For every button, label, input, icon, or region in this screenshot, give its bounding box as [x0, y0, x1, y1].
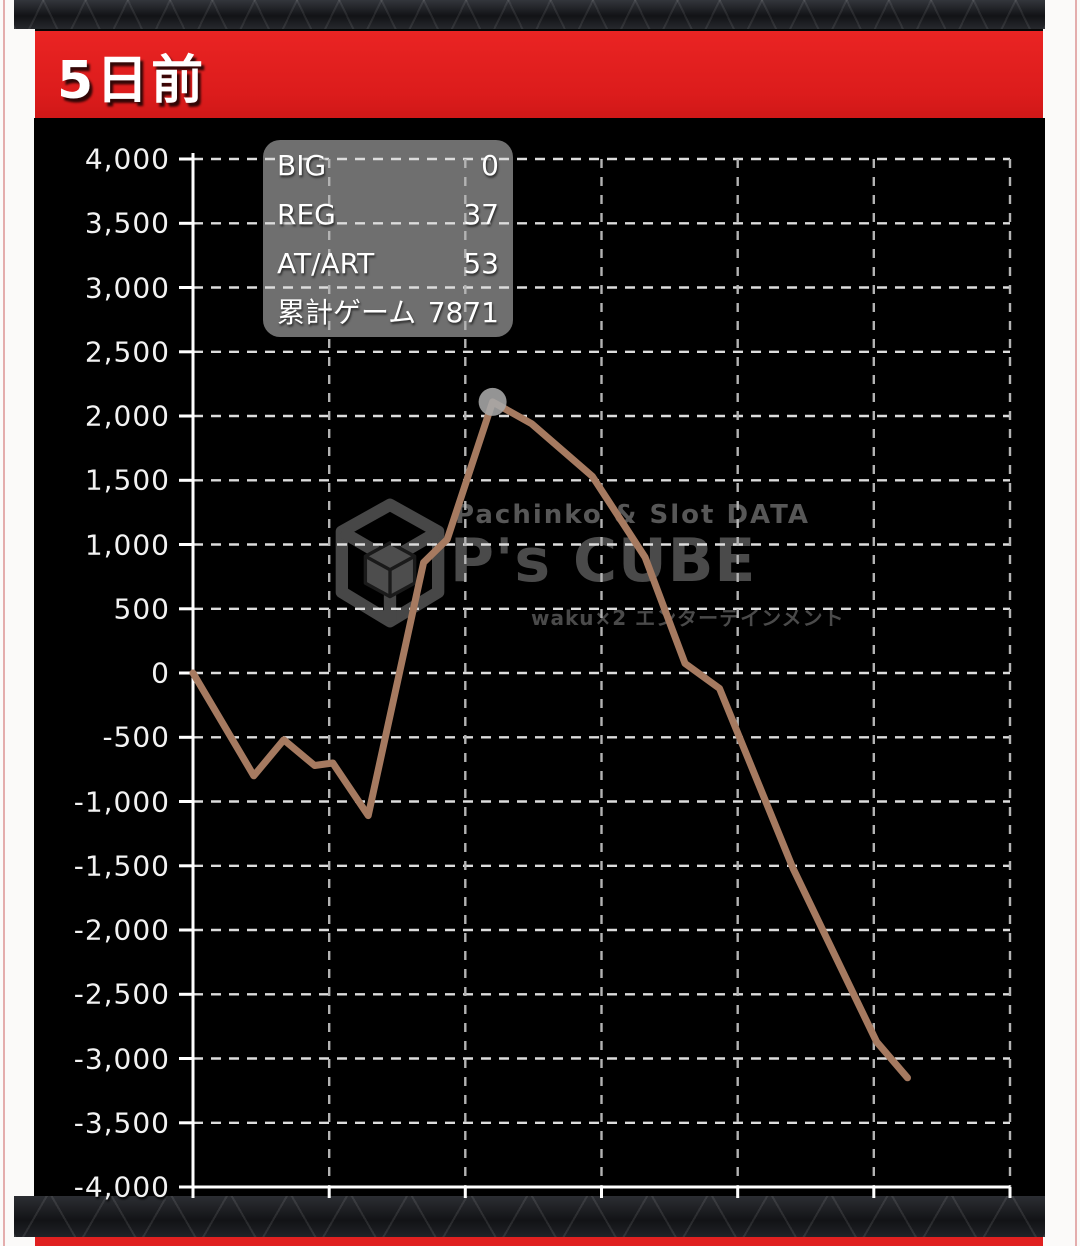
page-title: 5日前 — [57, 51, 207, 111]
page-accent-right — [1075, 0, 1077, 1246]
stats-row: BIG 0 — [263, 141, 513, 190]
stats-value: 37 — [463, 197, 499, 231]
y-axis-tick-label: -3,500 — [73, 1106, 170, 1140]
stats-label: BIG — [277, 148, 327, 182]
stats-row: REG 37 — [263, 190, 513, 239]
y-axis-tick-label: -2,500 — [73, 977, 170, 1011]
slump-line-chart — [179, 153, 1012, 1198]
watermark-text-ps-cube: P's CUBE — [450, 526, 757, 596]
watermark-text-waku: waku×2 エンターテインメント — [531, 606, 845, 630]
y-axis-tick-label: -1,000 — [73, 785, 170, 818]
y-axis-tick-label: 3,500 — [84, 206, 170, 240]
peak-marker — [478, 387, 507, 416]
stats-label: 累計ゲーム — [277, 295, 417, 329]
y-axis-tick-label: 1,500 — [84, 463, 170, 497]
chart-region: Pachinko & Slot DATA P's CUBE waku×2 エンタ… — [34, 118, 1045, 1204]
stats-label: AT/ART — [277, 246, 375, 280]
y-axis-tick-label: -2,000 — [73, 913, 170, 947]
stats-box: BIG 0 REG 37 AT/ART 53 累計ゲーム 7871 — [263, 140, 513, 337]
stats-row: AT/ART 53 — [263, 239, 513, 288]
stats-label: REG — [277, 197, 336, 231]
frame-top-metal-band — [14, 0, 1045, 29]
page-accent-left — [3, 0, 5, 1246]
stats-value: 7871 — [427, 295, 499, 329]
y-axis-tick-label: 0 — [151, 656, 170, 690]
payout-series-line — [189, 398, 911, 1082]
stats-row: 累計ゲーム 7871 — [263, 288, 513, 337]
y-axis-tick-label: -4,000 — [73, 1170, 170, 1204]
y-axis-tick-label: -1,500 — [73, 849, 170, 883]
y-axis-tick-label: 4,000 — [84, 142, 170, 176]
y-axis-tick-label: 1,000 — [84, 528, 170, 561]
y-axis-tick-label: -500 — [102, 720, 170, 754]
frame-bottom-metal-band — [14, 1196, 1045, 1237]
header-banner: 5日前 — [35, 29, 1043, 120]
y-axis-tick-label: 3,000 — [84, 271, 170, 304]
y-axis-tick-label: 500 — [113, 592, 170, 626]
y-axis-tick-label: -3,000 — [73, 1042, 170, 1075]
footer-accent-bar — [35, 1237, 1043, 1246]
ps-cube-logo-icon — [334, 498, 446, 632]
stats-box-background — [263, 140, 513, 337]
y-axis-tick-label: 2,000 — [84, 399, 170, 433]
y-axis-tick-label: 2,500 — [84, 335, 170, 369]
stats-value: 0 — [481, 148, 499, 182]
stats-value: 53 — [463, 246, 499, 280]
watermark-text-pachinko-slot-data: Pachinko & Slot DATA — [455, 500, 810, 530]
